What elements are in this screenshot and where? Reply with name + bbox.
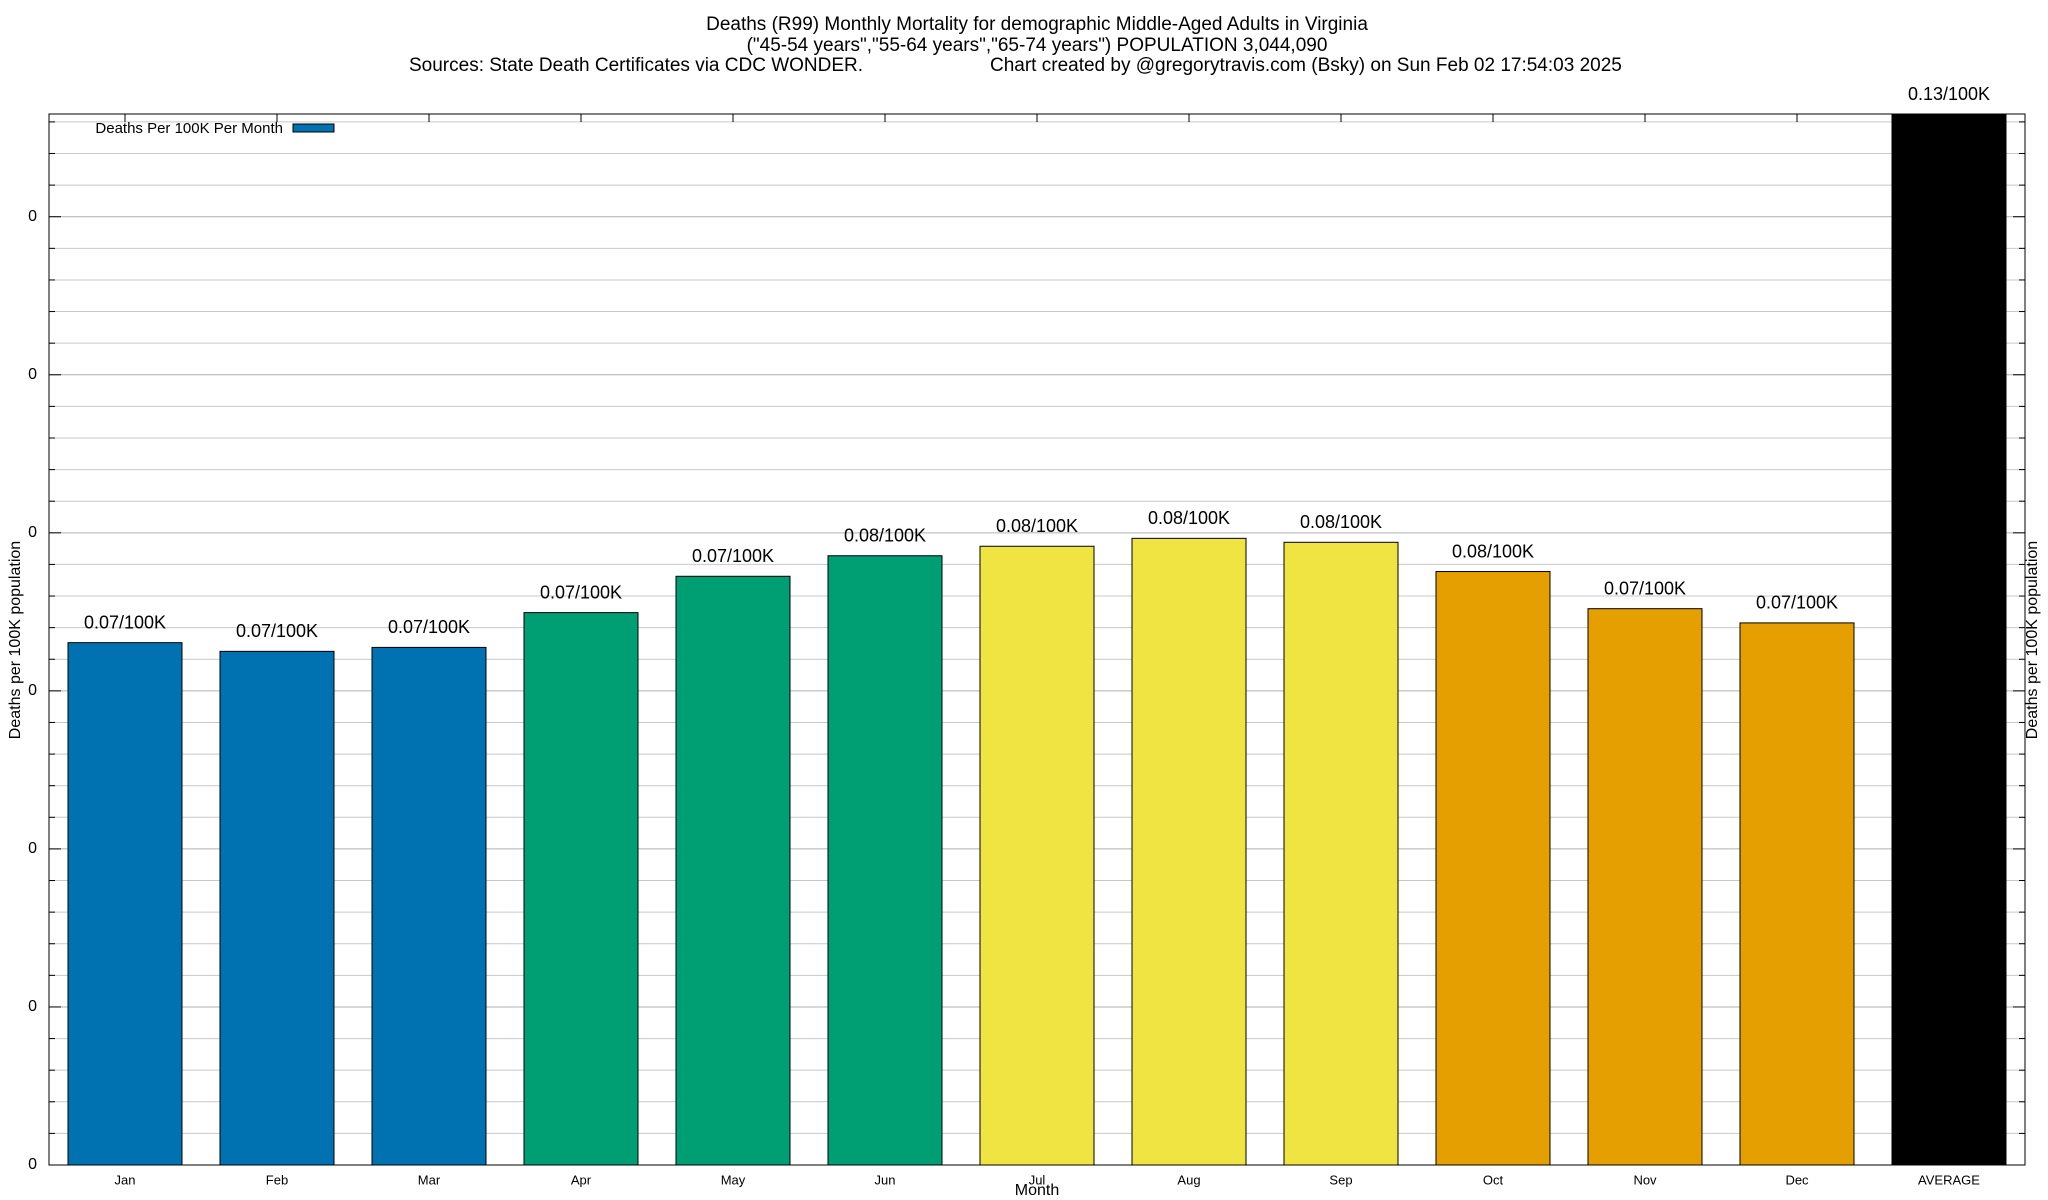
bar xyxy=(1739,622,1855,1166)
y-tick-label: 0 xyxy=(28,366,37,383)
data-label: 0.08/100K xyxy=(996,516,1078,536)
bar xyxy=(1131,537,1247,1166)
data-label: 0.08/100K xyxy=(1148,508,1230,528)
y-tick-label: 0 xyxy=(28,208,37,225)
data-label: 0.08/100K xyxy=(844,525,926,545)
x-tick-label: AVERAGE xyxy=(1918,1172,1980,1187)
x-tick-label: Mar xyxy=(418,1172,441,1187)
data-label: 0.07/100K xyxy=(1756,593,1838,613)
bar xyxy=(827,555,943,1166)
bar xyxy=(1283,541,1399,1166)
legend-label: Deaths Per 100K Per Month xyxy=(95,120,283,137)
data-label: 0.13/100K xyxy=(1908,84,1990,104)
bar xyxy=(1435,571,1551,1166)
bar xyxy=(1587,608,1703,1166)
chart-credit: Chart created by @gregorytravis.com (Bsk… xyxy=(990,55,1622,76)
data-label: 0.08/100K xyxy=(1300,512,1382,532)
x-tick-label: Apr xyxy=(571,1172,592,1187)
chart-source: Sources: State Death Certificates via CD… xyxy=(409,55,863,76)
y-tick-label: 0 xyxy=(28,840,37,857)
x-tick-label: Aug xyxy=(1177,1172,1200,1187)
data-label: 0.07/100K xyxy=(388,617,470,637)
y-tick-label: 0 xyxy=(28,1156,37,1173)
bar xyxy=(979,545,1095,1166)
chart-subtitle: ("45-54 years","55-64 years","65-74 year… xyxy=(747,35,1328,56)
data-label: 0.07/100K xyxy=(540,582,622,602)
x-tick-label: Feb xyxy=(266,1172,288,1187)
x-tick-label: Jun xyxy=(875,1172,896,1187)
x-tick-label: Oct xyxy=(1483,1172,1504,1187)
y-tick-label: 0 xyxy=(28,998,37,1015)
y2-axis-label: Deaths per 100K population xyxy=(2024,541,2041,739)
x-tick-label: Jul xyxy=(1029,1172,1046,1187)
bar xyxy=(1891,113,2007,1166)
data-label: 0.07/100K xyxy=(1604,578,1686,598)
data-label: 0.07/100K xyxy=(236,621,318,641)
data-label: 0.07/100K xyxy=(84,612,166,632)
x-tick-label: Sep xyxy=(1329,1172,1352,1187)
y-axis-label: Deaths per 100K population xyxy=(7,541,24,739)
x-axis-label: Month xyxy=(1015,1182,1059,1199)
bar xyxy=(523,612,639,1166)
bar xyxy=(219,650,335,1166)
bar xyxy=(675,575,791,1166)
bar xyxy=(371,646,487,1166)
x-tick-label: Dec xyxy=(1785,1172,1809,1187)
data-label: 0.07/100K xyxy=(692,546,774,566)
x-tick-label: Jan xyxy=(115,1172,136,1187)
y-tick-label: 0 xyxy=(28,524,37,541)
data-label: 0.08/100K xyxy=(1452,541,1534,561)
y-tick-label: 0 xyxy=(28,682,37,699)
plot-frame xyxy=(48,113,2026,1166)
x-tick-label: May xyxy=(721,1172,746,1187)
x-tick-label: Nov xyxy=(1633,1172,1657,1187)
chart-title: Deaths (R99) Monthly Mortality for demog… xyxy=(706,14,1368,35)
legend-swatch xyxy=(292,123,335,133)
bar xyxy=(67,642,183,1166)
